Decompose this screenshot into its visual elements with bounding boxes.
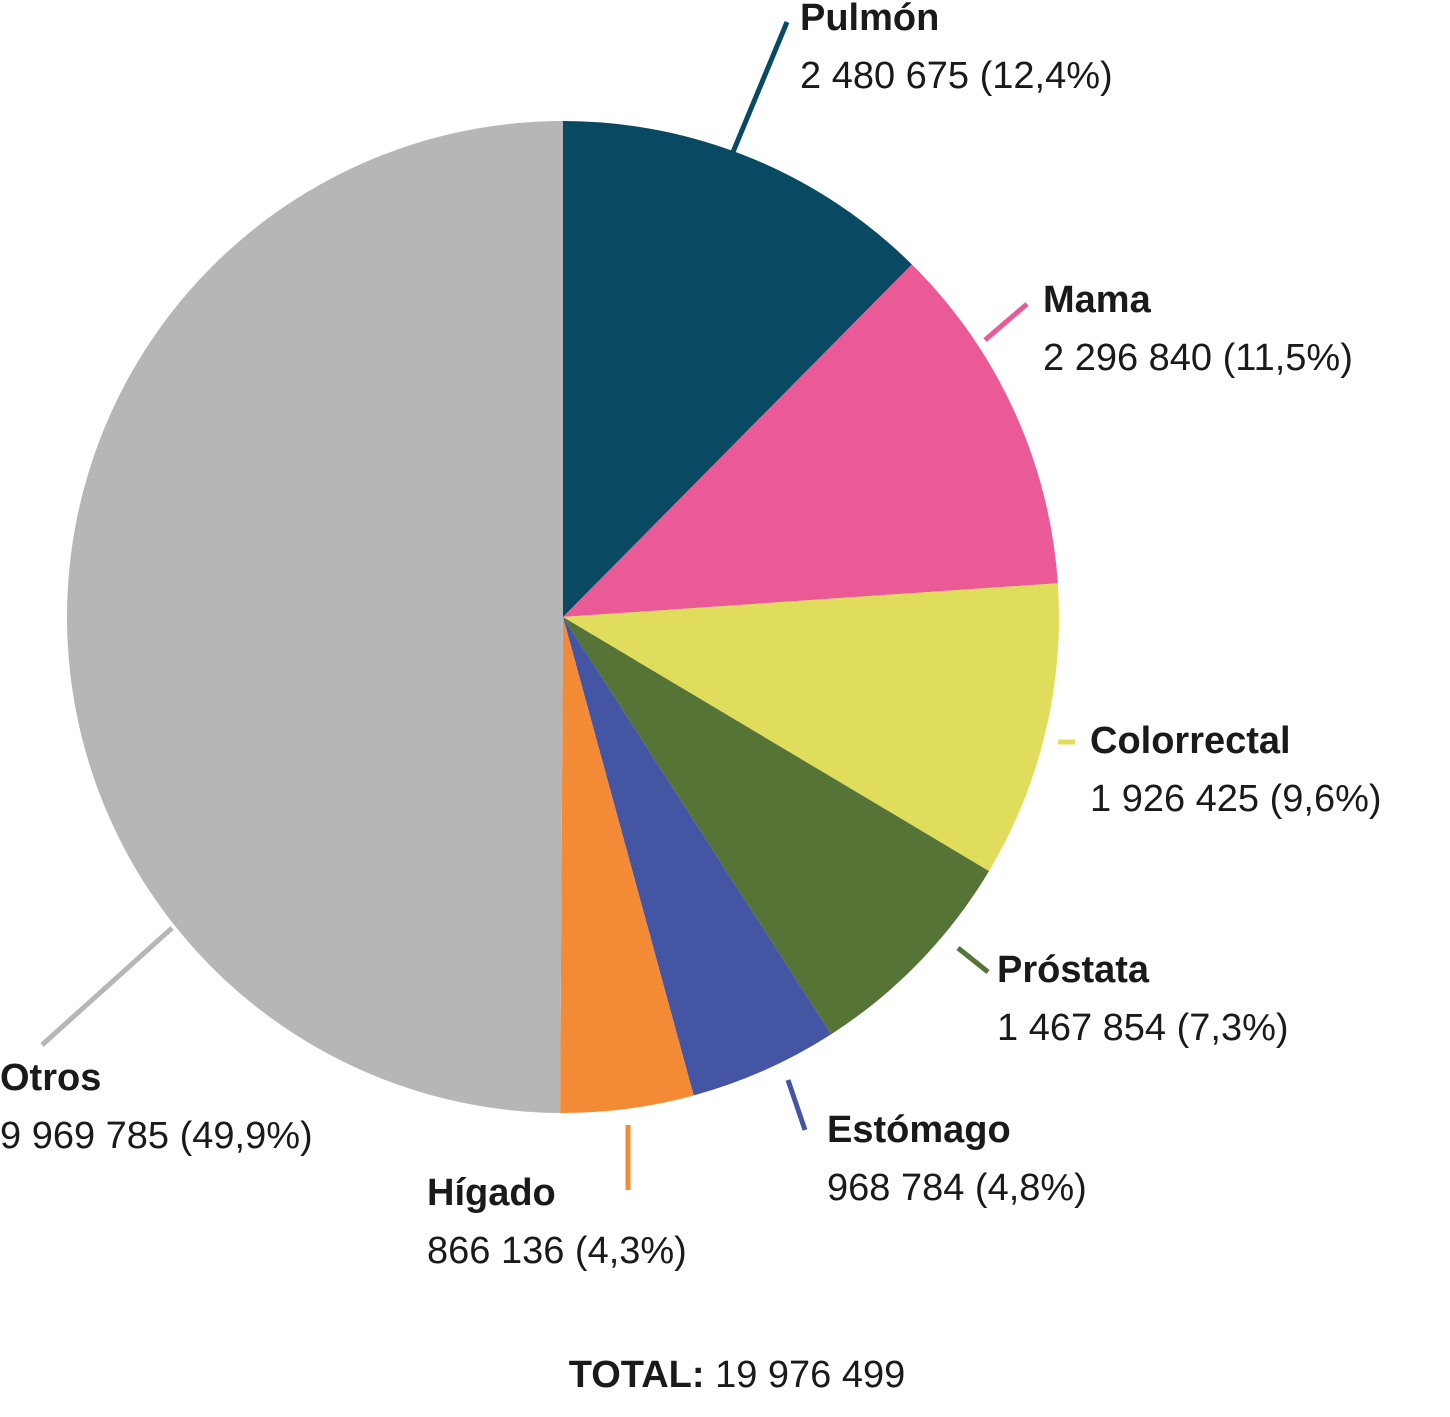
slice-name: Mama [1043, 279, 1152, 321]
total-value: 19 976 499 [715, 1354, 905, 1396]
total: TOTAL: 19 976 499 [569, 1354, 906, 1396]
pie-slice [563, 583, 1059, 872]
slice-value-label: 9 969 785 (49,9%) [0, 1115, 313, 1157]
slice-name: Próstata [997, 949, 1150, 991]
slice-name: Pulmón [800, 0, 939, 39]
total-title: TOTAL: [569, 1354, 705, 1396]
slice-value-label: 2 480 675 (12,4%) [800, 55, 1113, 97]
slice-value-label: 2 296 840 (11,5%) [1043, 337, 1353, 379]
leader-line [956, 946, 990, 974]
slice-name: Otros [0, 1057, 101, 1099]
leader-line [40, 926, 174, 1047]
pie-slice [563, 617, 832, 1096]
pie-slice [563, 264, 1058, 617]
slice-value-label: 866 136 (4,3%) [427, 1230, 687, 1272]
pie-slice [67, 121, 563, 1113]
slice-name: Colorrectal [1090, 720, 1291, 762]
slice-name: Hígado [427, 1172, 556, 1214]
pie-slice [563, 121, 912, 617]
slice-value-label: 1 467 854 (7,3%) [997, 1007, 1289, 1049]
slice-value-label: 968 784 (4,8%) [827, 1167, 1087, 1209]
slice-value-label: 1 926 425 (9,6%) [1090, 778, 1382, 820]
leader-line [785, 1079, 808, 1131]
leader-line [730, 21, 790, 153]
pie-slice [560, 617, 694, 1113]
leader-line [983, 302, 1029, 342]
pie-slice [563, 617, 989, 1035]
slice-name: Estómago [827, 1109, 1011, 1151]
